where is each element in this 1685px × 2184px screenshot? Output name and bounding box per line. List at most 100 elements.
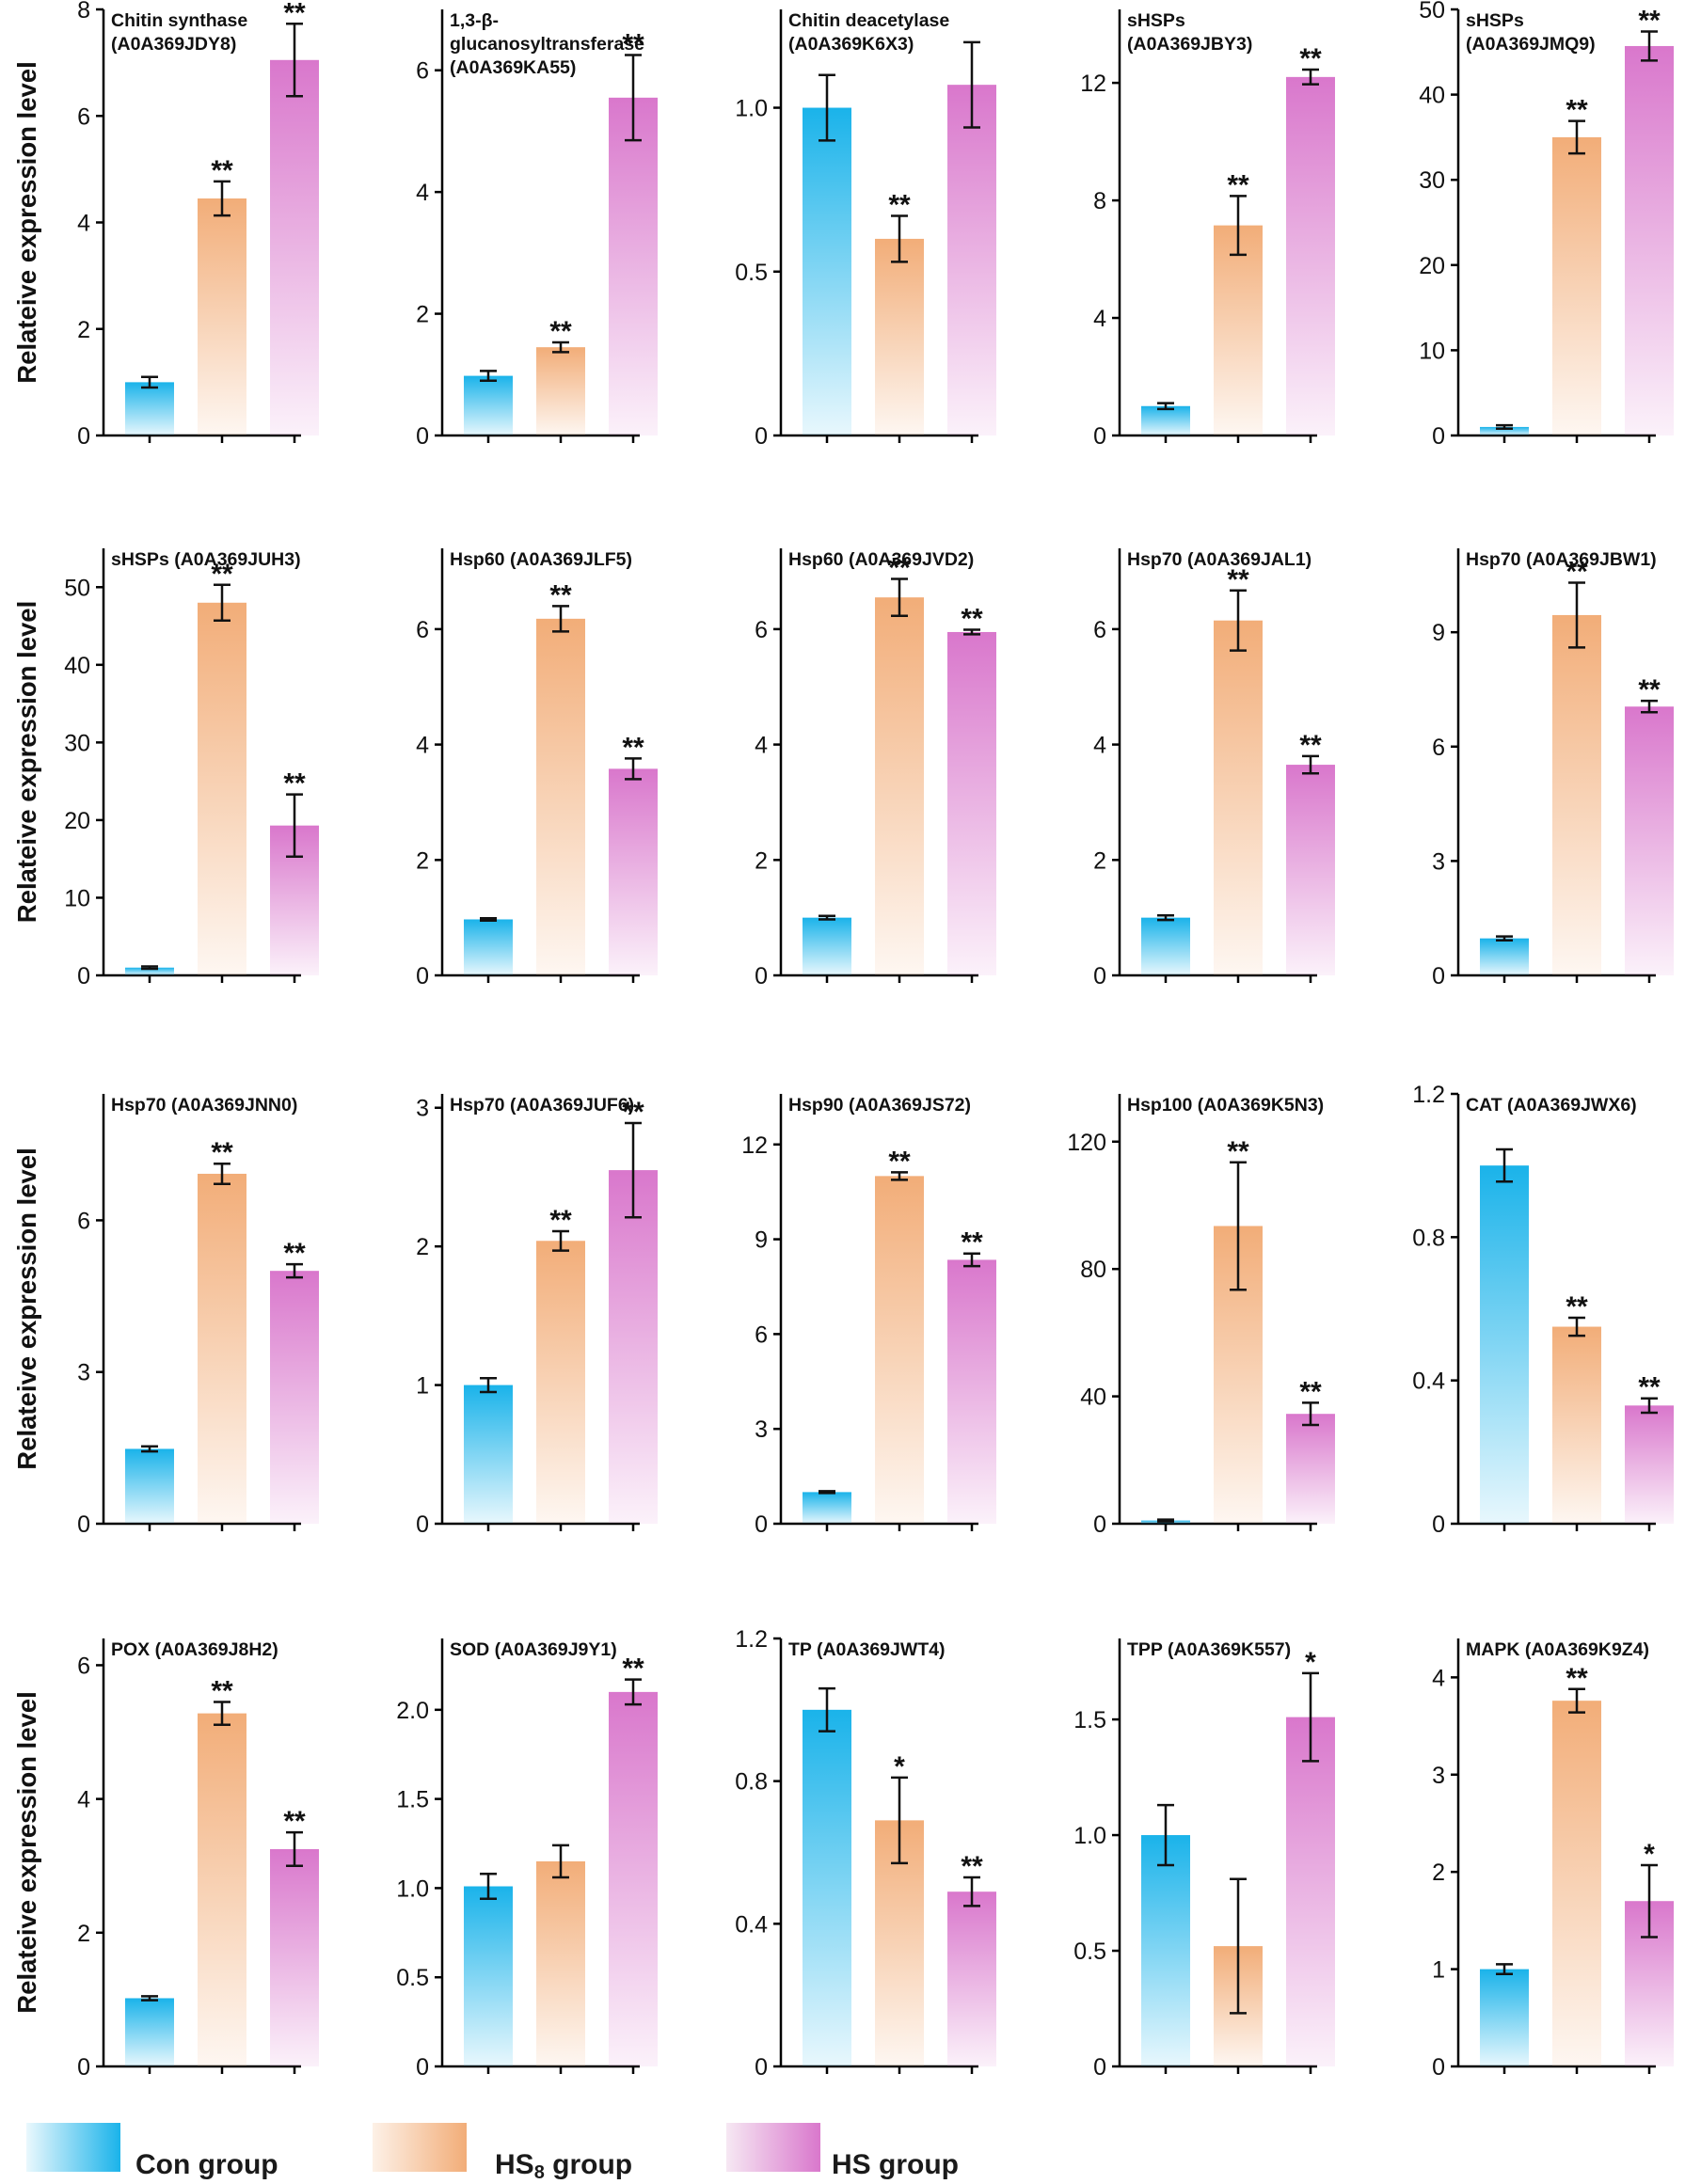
- error-bar-hs: [963, 1252, 980, 1268]
- bar-con: [1480, 938, 1529, 975]
- chart-panel-2: 0 2 4 6 ** ** 1,3-β-glucanosyltransferase(A0A3…: [416, 9, 658, 450]
- error-bar-con: [1496, 1147, 1513, 1183]
- error-bar-con: [1157, 402, 1174, 411]
- significance-mark: **: [1299, 43, 1322, 74]
- legend-label-hs8: HS8 group: [495, 2149, 632, 2184]
- y-tick-label: 8: [77, 0, 90, 24]
- y-tick-label: 0: [416, 1511, 429, 1538]
- significance-mark: **: [211, 155, 233, 186]
- significance-mark: **: [549, 579, 572, 610]
- bar-con: [464, 1385, 513, 1524]
- y-tick-label: 4: [1093, 733, 1106, 759]
- chart-panel-11: 0 3 6 ** ** Hsp70 (A0A369JNN0) Relateive expre…: [12, 1094, 319, 1538]
- y-tick-label: 0: [416, 963, 429, 989]
- error-bar-con: [1496, 1963, 1513, 1976]
- y-tick-label: 40: [1080, 1385, 1106, 1411]
- bar-con: [464, 1886, 513, 2066]
- y-tick-label: 1.0: [735, 96, 768, 122]
- error-bar-hs: [963, 628, 980, 636]
- bar-hs8: [1552, 614, 1601, 975]
- error-bar-hs: [963, 1875, 980, 1907]
- error-bar-hs8: [552, 1229, 569, 1252]
- bar-hs8: [1214, 225, 1263, 435]
- y-axis-label: Relateive expression level: [12, 61, 41, 383]
- y-tick-label: 0: [77, 423, 90, 450]
- y-tick-label: 10: [1419, 338, 1445, 364]
- significance-mark: **: [1638, 674, 1661, 705]
- bar-hs8: [1214, 620, 1263, 975]
- bar-hs8: [536, 618, 585, 975]
- chart-panel-4: 0 4 8 12 ** ** sHSPs (A0A369JBY3): [1080, 9, 1335, 450]
- y-tick-label: 20: [1419, 253, 1445, 279]
- chart-title: TP (A0A369JWT4): [788, 1639, 946, 1660]
- chart-panel-3: 0 0.5 1.0 ** Chitin deacetylase (A0A369K6X3): [735, 9, 996, 450]
- error-bar-hs8: [214, 1701, 230, 1726]
- legend-label-hs: HS group: [832, 2149, 959, 2180]
- significance-mark: **: [283, 1238, 306, 1269]
- bar-hs: [947, 631, 996, 975]
- bar-hs8: [1552, 1326, 1601, 1524]
- significance-mark: *: [894, 1751, 905, 1782]
- error-bar-hs: [286, 23, 303, 98]
- error-bar-hs: [1302, 68, 1319, 86]
- chart-panel-5: 0 10 20 30 40 50 ** ** sHSPs (A0A369JMQ9): [1419, 0, 1674, 450]
- significance-mark: **: [1638, 6, 1661, 37]
- bar-hs8: [875, 238, 924, 435]
- significance-mark: **: [961, 1227, 983, 1258]
- error-bar-con: [1157, 1518, 1174, 1523]
- y-tick-label: 6: [755, 617, 768, 643]
- error-bar-hs: [963, 40, 980, 129]
- y-tick-label: 2.0: [396, 1698, 429, 1724]
- chart-panel-1: 0 2 4 6 8 ** ** Chitin synthase (A0A369JDY8) Rela…: [12, 0, 319, 450]
- bar-hs: [1286, 765, 1335, 975]
- legend-item-con: Con group: [26, 2121, 327, 2180]
- y-tick-label: 0.8: [735, 1769, 768, 1796]
- bar-hs8: [198, 602, 246, 975]
- chart-title: (A0A369KA55): [450, 57, 576, 78]
- bar-con: [1141, 1835, 1190, 2066]
- significance-mark: **: [1299, 1376, 1322, 1407]
- chart-panel-17: 0 0.5 1.0 1.5 2.0 **SOD (A0A369J9Y1): [396, 1638, 658, 2081]
- error-bar-con: [1157, 1803, 1174, 1867]
- y-tick-label: 0: [416, 2054, 429, 2081]
- bar-hs: [1625, 706, 1674, 975]
- chart-title: SOD (A0A369J9Y1): [450, 1639, 617, 1660]
- y-tick-label: 0: [77, 1511, 90, 1538]
- error-bar-hs: [1641, 30, 1658, 62]
- chart-panel-19: 0 0.5 1.0 1.5 * TPP (A0A369K557): [1073, 1638, 1335, 2081]
- significance-mark: **: [211, 559, 233, 590]
- chart-title: Hsp60 (A0A369JLF5): [450, 549, 632, 570]
- y-tick-label: 0: [1432, 1511, 1445, 1538]
- y-tick-label: 50: [64, 575, 90, 601]
- y-tick-label: 4: [1432, 1665, 1445, 1691]
- bar-hs8: [536, 1860, 585, 2066]
- y-tick-label: 3: [77, 1360, 90, 1386]
- error-bar-con: [480, 1376, 497, 1394]
- error-bar-hs8: [1568, 1316, 1585, 1337]
- bar-hs: [947, 85, 996, 436]
- chart-title: Hsp100 (A0A369K5N3): [1127, 1095, 1324, 1116]
- chart-title: glucanosyltransferase: [450, 34, 644, 55]
- y-tick-label: 0: [1093, 423, 1106, 450]
- bar-hs: [270, 1848, 319, 2066]
- y-tick-label: 40: [64, 653, 90, 679]
- chart-title: (A0A369JBY3): [1127, 34, 1252, 55]
- error-bar-con: [1496, 935, 1513, 942]
- y-tick-label: 0.5: [735, 260, 768, 286]
- error-bar-hs8: [552, 340, 569, 354]
- y-tick-label: 10: [64, 885, 90, 911]
- significance-mark: **: [961, 604, 983, 635]
- y-tick-label: 9: [755, 1227, 768, 1254]
- bar-con: [1480, 426, 1529, 435]
- bar-con: [125, 967, 174, 975]
- legend-swatch-hs: [726, 2123, 820, 2172]
- bar-con: [1141, 405, 1190, 435]
- chart-title: Chitin synthase: [111, 10, 247, 31]
- error-bar-hs8: [1568, 581, 1585, 649]
- bar-hs: [1286, 1414, 1335, 1524]
- error-bar-hs8: [1230, 1877, 1247, 2015]
- error-bar-hs: [1302, 1671, 1319, 1763]
- y-tick-label: 4: [77, 211, 90, 237]
